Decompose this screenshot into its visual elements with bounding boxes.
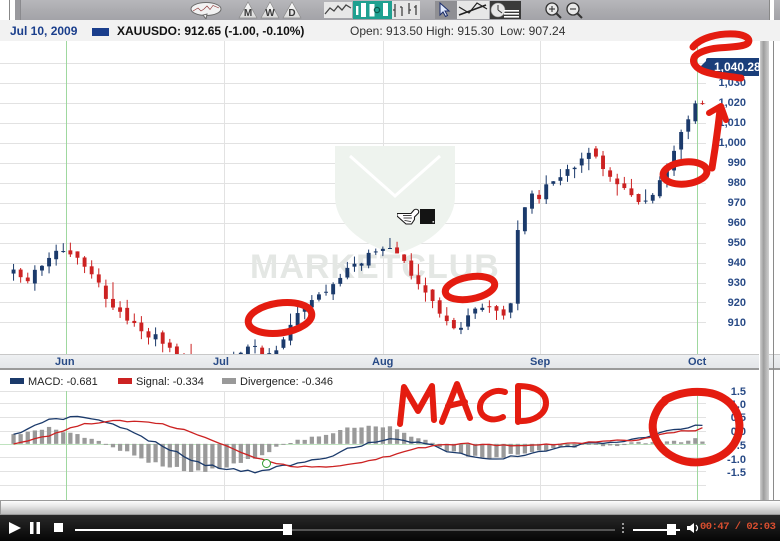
svg-text:D: D [288, 8, 295, 19]
svg-text:W: W [265, 8, 275, 19]
svg-text:M: M [244, 8, 252, 19]
